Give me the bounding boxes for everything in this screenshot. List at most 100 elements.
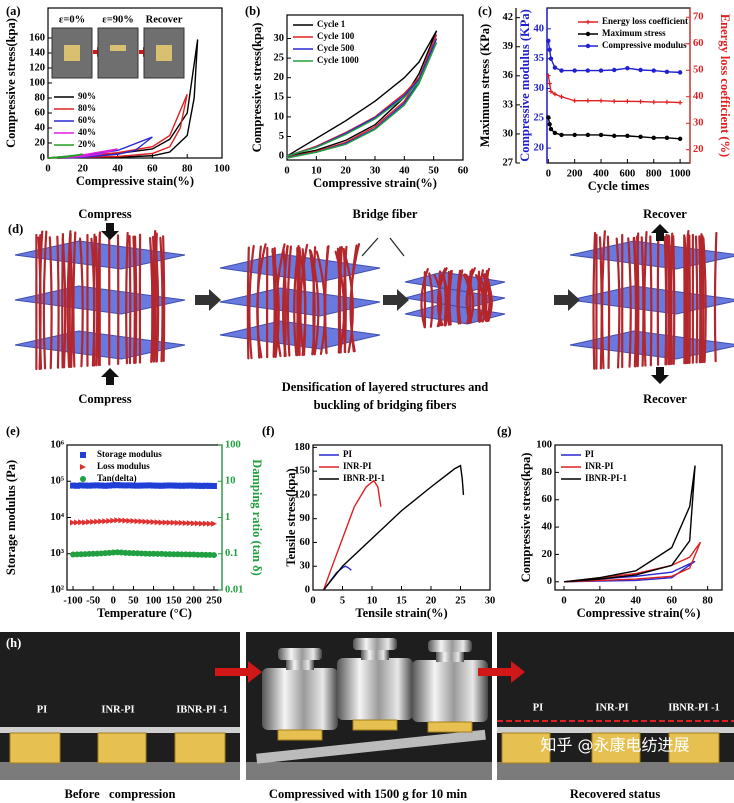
marker xyxy=(102,482,109,489)
y-tick-label: 25 xyxy=(274,53,285,64)
legend-label: 80% xyxy=(78,103,96,113)
panel-label: (b) xyxy=(245,4,260,18)
y-tick-label: 30 xyxy=(274,33,285,44)
marker xyxy=(585,43,591,49)
marker xyxy=(198,482,205,489)
panel-label: (e) xyxy=(6,424,20,438)
y-tick-label: 40 xyxy=(542,521,553,532)
y-tick-label: 160 xyxy=(29,32,45,43)
x-tick-label: 0 xyxy=(310,595,315,606)
marker xyxy=(134,518,141,525)
photo-floor xyxy=(246,762,492,780)
x-tick-label: 0 xyxy=(546,168,551,179)
legend-label: 60% xyxy=(78,115,96,125)
y2-axis-label: Damping ratio (tan δ) xyxy=(250,459,264,576)
marker xyxy=(585,98,591,103)
y-tick-label: 80 xyxy=(35,92,46,103)
y2-axis-label: Energy loss coefficient (%) xyxy=(718,14,732,157)
arrow xyxy=(478,661,525,683)
y-tick-label: 20 xyxy=(542,549,553,560)
series-line xyxy=(286,30,438,157)
bridge-fiber xyxy=(636,235,640,368)
y2-tick-label: 1 xyxy=(225,512,230,523)
arrow xyxy=(215,661,262,683)
bridge-fiber xyxy=(78,237,84,368)
bridge-fiber xyxy=(349,243,361,353)
marker xyxy=(677,136,683,141)
x-axis-label: Compressive stain(%) xyxy=(76,174,194,188)
y-tick-label: 40 xyxy=(534,23,545,34)
marker xyxy=(572,98,577,103)
marker xyxy=(585,68,591,73)
x-tick-label: 30 xyxy=(370,165,381,176)
marker xyxy=(106,518,113,525)
marker xyxy=(162,482,169,489)
marker xyxy=(182,482,189,489)
marker xyxy=(110,482,117,489)
bridge-fiber xyxy=(672,235,676,365)
y-tick-label: 33 xyxy=(503,99,514,110)
recover-label: Recover xyxy=(643,207,687,221)
marker xyxy=(90,518,97,525)
marker xyxy=(612,67,617,73)
arrow xyxy=(101,223,119,240)
bridge-fiber xyxy=(324,245,329,355)
marker xyxy=(552,91,558,97)
bridge-fiber xyxy=(275,243,286,358)
marker xyxy=(206,482,213,489)
marker xyxy=(146,482,153,489)
series-line xyxy=(286,42,438,159)
bridge-fiber xyxy=(61,233,65,369)
y-axis-label: Maximum stress (KPa) xyxy=(478,24,492,147)
photo-floor xyxy=(0,762,240,780)
marker xyxy=(118,517,125,524)
marker xyxy=(94,482,101,489)
x-tick-label: 10 xyxy=(311,165,322,176)
marker xyxy=(186,482,193,489)
marker xyxy=(651,99,656,105)
legend-label: 20% xyxy=(78,139,96,149)
legend-label: INR-PI xyxy=(585,461,614,471)
marker xyxy=(559,132,564,138)
marker xyxy=(154,482,161,489)
marker xyxy=(138,482,145,489)
marker xyxy=(548,89,554,94)
marker xyxy=(110,517,117,524)
marker xyxy=(612,99,617,104)
bridge-fiber xyxy=(312,246,317,356)
series-line xyxy=(47,93,188,159)
marker xyxy=(547,47,552,52)
marker xyxy=(162,519,169,526)
y-tick-label: 39 xyxy=(503,41,514,52)
legend-label: Cycle 500 xyxy=(317,43,355,53)
y-tick-label: 100 xyxy=(29,77,45,88)
legend-label: Cycle 100 xyxy=(317,31,355,41)
inset-label: Recover xyxy=(146,14,183,25)
bridge-fiber xyxy=(465,267,476,323)
marker xyxy=(98,482,105,489)
weight-neck xyxy=(436,650,464,662)
series-line xyxy=(563,541,702,583)
marker xyxy=(625,133,630,139)
bridge-fiber xyxy=(420,268,429,328)
caption-line: buckling of bridging fibers xyxy=(314,398,457,412)
caption-line: Densification of layered structures and xyxy=(282,380,489,394)
legend-label: PI xyxy=(343,449,352,459)
y-tick-label: 5 xyxy=(279,131,284,142)
marker xyxy=(202,520,209,527)
x-tick-label: 600 xyxy=(620,168,636,179)
inset-sample xyxy=(110,45,126,51)
sample-label: IBNR-PI -1 xyxy=(176,704,228,715)
bridge-fiber xyxy=(483,269,489,322)
legend-label: 90% xyxy=(78,91,96,101)
x-tick-label: 60 xyxy=(147,163,158,174)
marker xyxy=(138,518,145,525)
marker xyxy=(210,552,217,559)
series-line xyxy=(47,153,83,159)
y-tick-label: 20 xyxy=(35,137,46,148)
y2-tick-label: 50 xyxy=(693,65,704,76)
x-tick-label: 100 xyxy=(146,595,162,606)
photo-caption: Compressived with 1500 g for 10 min xyxy=(269,787,467,801)
legend-label: 40% xyxy=(78,127,96,137)
marker xyxy=(170,482,177,489)
